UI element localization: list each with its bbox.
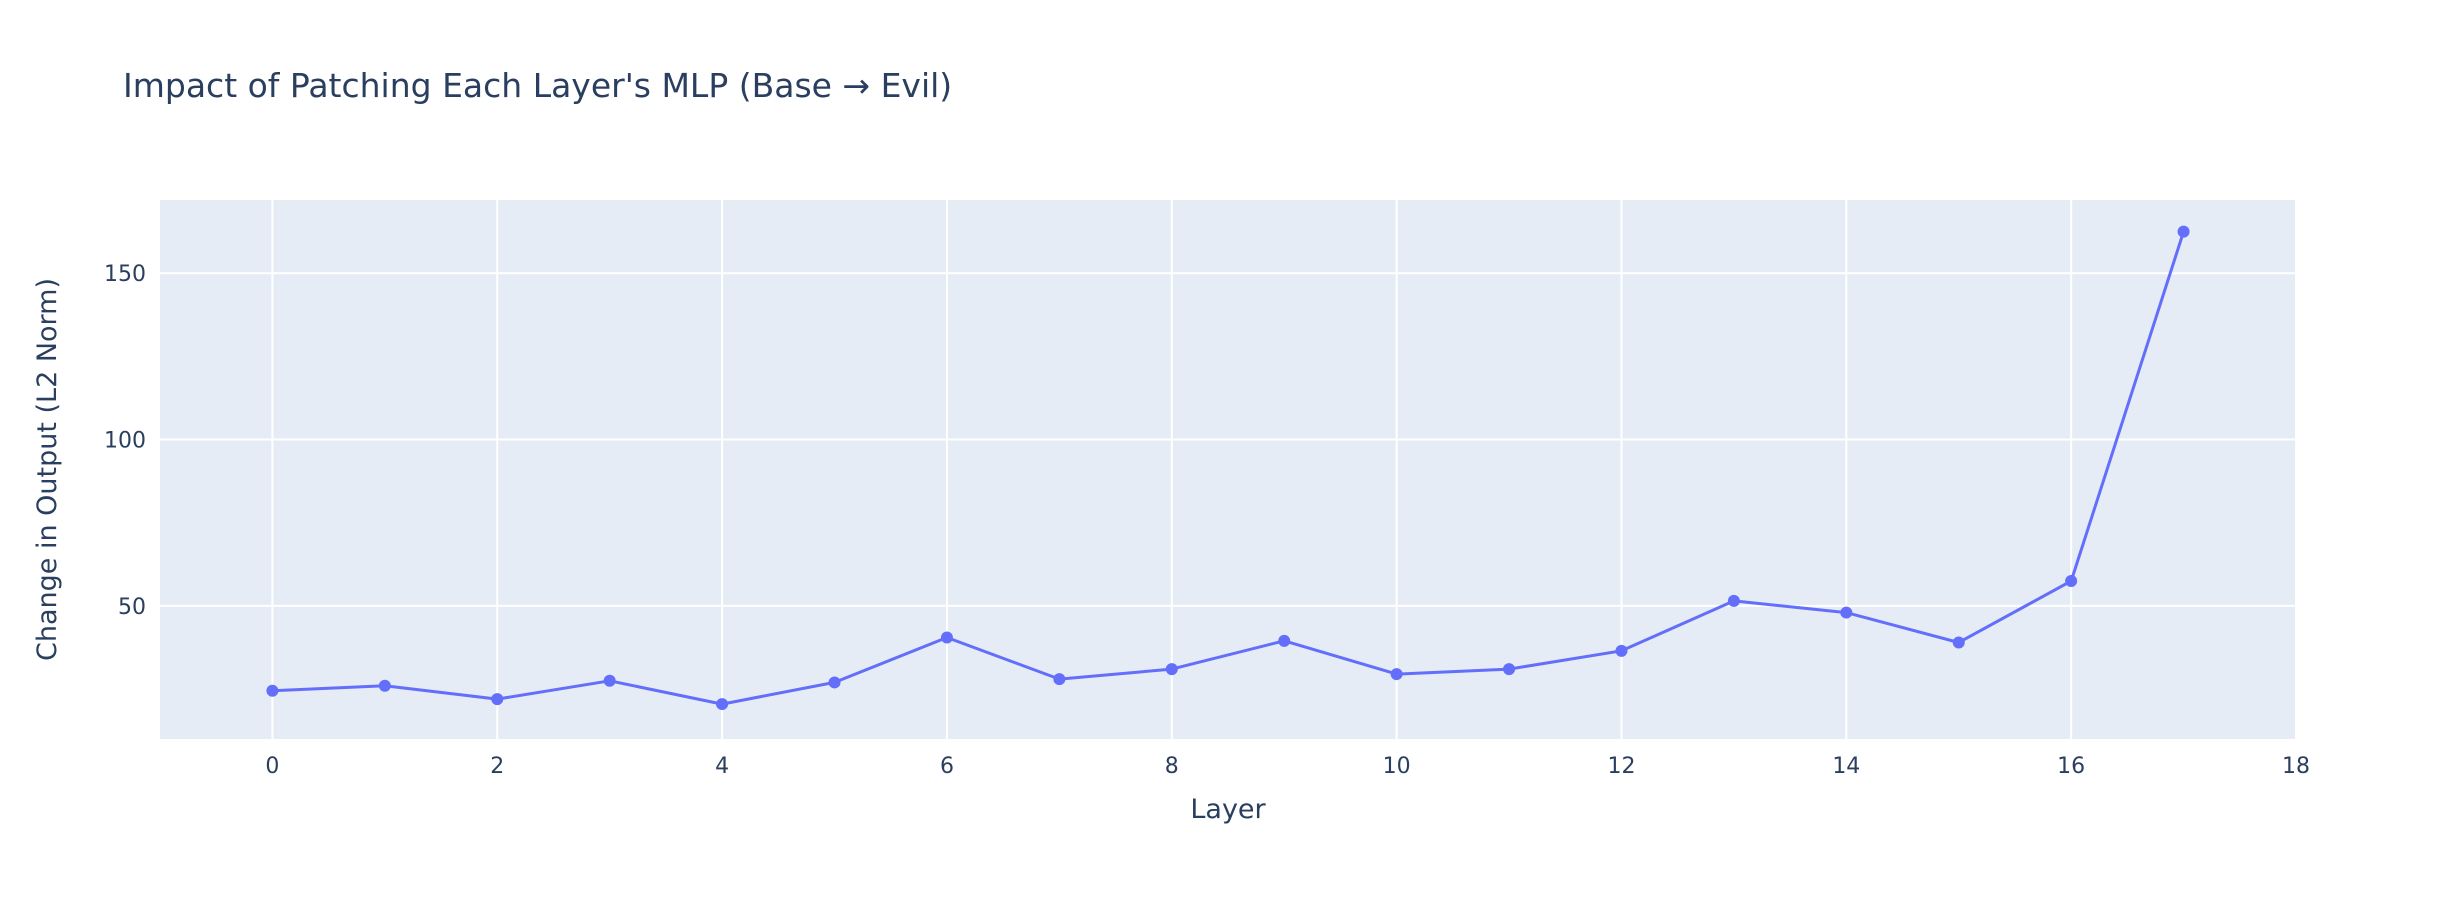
x-axis-title: Layer — [1190, 794, 1266, 825]
data-point — [1503, 663, 1516, 676]
data-point — [491, 693, 504, 706]
y-axis-title: Change in Output (L2 Norm) — [32, 278, 63, 661]
data-point — [266, 684, 279, 697]
x-tick-labels: 0 2 4 6 8 10 12 14 16 18 — [265, 754, 2310, 779]
x-tick-label: 0 — [265, 754, 279, 779]
series-group — [266, 225, 2190, 711]
x-tick-label: 4 — [715, 754, 729, 779]
y-tick-label: 150 — [104, 262, 146, 287]
data-point — [716, 698, 729, 711]
x-tick-label: 12 — [1607, 754, 1635, 779]
data-point — [828, 676, 841, 689]
data-point — [1278, 634, 1291, 647]
data-point — [1840, 606, 1853, 619]
x-tick-label: 18 — [2282, 754, 2310, 779]
y-tick-label: 100 — [104, 429, 146, 454]
chart-title: Impact of Patching Each Layer's MLP (Bas… — [123, 66, 953, 105]
y-tick-label: 50 — [118, 595, 146, 620]
x-tick-label: 14 — [1832, 754, 1860, 779]
y-tick-labels: 50 100 150 — [104, 262, 146, 620]
data-point — [1727, 594, 1740, 607]
data-point — [378, 679, 391, 692]
x-tick-label: 16 — [2057, 754, 2085, 779]
x-tick-label: 2 — [490, 754, 504, 779]
plot-area — [160, 200, 2296, 739]
data-point — [2177, 225, 2190, 238]
data-point — [940, 631, 953, 644]
data-point — [603, 674, 616, 687]
x-tick-label: 10 — [1383, 754, 1411, 779]
series-line — [272, 231, 2186, 706]
data-point — [1615, 644, 1628, 657]
x-tick-label: 6 — [940, 754, 954, 779]
data-point — [1952, 636, 1965, 649]
data-point — [1165, 663, 1178, 676]
x-tick-label: 8 — [1165, 754, 1179, 779]
y-gridlines — [160, 272, 2296, 607]
data-point — [1390, 668, 1403, 681]
data-point — [2065, 574, 2078, 587]
data-point — [1053, 673, 1066, 686]
